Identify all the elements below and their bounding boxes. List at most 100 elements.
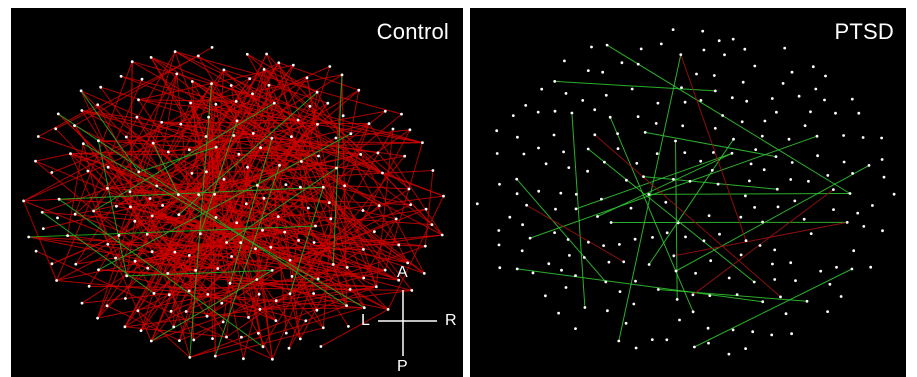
electrode-node bbox=[205, 170, 208, 174]
electrode-node bbox=[207, 115, 211, 119]
electrode-node bbox=[261, 228, 264, 232]
electrode-node bbox=[391, 127, 395, 131]
electrode-node bbox=[315, 308, 319, 312]
electrode-node bbox=[842, 134, 845, 137]
electrode-node bbox=[50, 171, 54, 174]
electrode-node bbox=[234, 100, 238, 103]
electrode-node bbox=[321, 326, 325, 330]
electrode-node bbox=[204, 135, 208, 138]
electrode-node bbox=[397, 278, 401, 282]
electrode-node bbox=[537, 189, 541, 193]
connection-edge bbox=[178, 62, 280, 215]
electrode-node bbox=[66, 234, 69, 238]
electrode-node bbox=[587, 240, 590, 244]
electrode-node bbox=[308, 104, 312, 108]
electrode-node bbox=[149, 56, 153, 59]
electrode-node bbox=[214, 102, 218, 106]
electrode-node bbox=[137, 170, 141, 174]
electrode-node bbox=[794, 279, 797, 282]
electrode-node bbox=[553, 80, 557, 83]
electrode-node bbox=[242, 357, 245, 361]
electrode-node bbox=[802, 217, 806, 221]
connection-edge bbox=[575, 152, 733, 210]
electrode-node bbox=[707, 214, 711, 218]
connection-edge bbox=[150, 57, 225, 180]
electrode-node bbox=[146, 266, 150, 270]
electrode-node bbox=[367, 122, 371, 125]
electrode-node bbox=[270, 269, 274, 272]
electrode-node bbox=[815, 134, 819, 138]
electrode-node bbox=[842, 160, 846, 164]
electrode-node bbox=[574, 327, 577, 330]
electrode-node bbox=[383, 109, 387, 113]
connection-edge bbox=[694, 268, 853, 348]
electrode-node bbox=[537, 146, 540, 150]
electrode-node bbox=[73, 212, 77, 216]
electrode-node bbox=[274, 319, 278, 322]
electrode-node bbox=[892, 192, 896, 196]
electrode-node bbox=[40, 210, 44, 214]
electrode-node bbox=[816, 154, 819, 158]
electrode-node bbox=[553, 109, 557, 113]
connection-edge bbox=[315, 123, 370, 227]
electrode-node bbox=[712, 74, 716, 77]
electrode-node bbox=[607, 260, 611, 264]
electrode-node bbox=[564, 92, 568, 95]
electrode-node bbox=[823, 98, 826, 102]
connection-edge bbox=[58, 113, 347, 307]
connection-edge bbox=[70, 153, 389, 310]
electrode-node bbox=[386, 308, 390, 311]
electrode-node bbox=[881, 229, 884, 233]
electrode-node bbox=[222, 68, 226, 72]
electrode-node bbox=[781, 82, 785, 85]
ptsd-panel-title: PTSD bbox=[834, 19, 894, 44]
electrode-node bbox=[237, 152, 241, 156]
electrode-node bbox=[593, 133, 597, 137]
connection-edge bbox=[387, 195, 444, 310]
electrode-node bbox=[706, 326, 710, 330]
connection-edge bbox=[74, 61, 133, 215]
electrode-node bbox=[106, 186, 109, 190]
electrode-node bbox=[348, 288, 352, 291]
electrode-node bbox=[828, 282, 832, 286]
connection-edge bbox=[189, 307, 365, 358]
electrode-node bbox=[80, 109, 84, 112]
connection-edge bbox=[424, 170, 434, 247]
connection-edge bbox=[161, 121, 337, 169]
electrode-node bbox=[117, 234, 121, 237]
electrode-node bbox=[34, 159, 37, 163]
connection-edge bbox=[174, 51, 402, 115]
connection-edge bbox=[230, 85, 273, 360]
electrode-node bbox=[145, 232, 149, 236]
connection-edge bbox=[517, 268, 763, 303]
electrode-node bbox=[232, 134, 236, 137]
electrode-node bbox=[319, 345, 323, 348]
electrode-node bbox=[553, 231, 556, 235]
electrode-node bbox=[130, 60, 134, 64]
electrode-node bbox=[681, 124, 685, 128]
electrode-node bbox=[761, 300, 765, 304]
electrode-node bbox=[150, 214, 154, 218]
connection-edge bbox=[97, 104, 176, 253]
electrode-node bbox=[552, 133, 556, 137]
electrode-node bbox=[403, 154, 407, 158]
electrode-node bbox=[190, 80, 194, 83]
connection-edge bbox=[185, 229, 263, 312]
electrode-node bbox=[511, 114, 515, 117]
electrode-node bbox=[406, 261, 410, 265]
connection-edge bbox=[87, 170, 223, 304]
electrode-node bbox=[306, 206, 310, 210]
connection-edge bbox=[151, 269, 273, 342]
electrode-node bbox=[586, 69, 590, 72]
electrode-node bbox=[288, 292, 292, 296]
connection-edge bbox=[97, 140, 128, 277]
electrode-node bbox=[316, 277, 320, 281]
electrode-node bbox=[374, 285, 378, 289]
electrode-node bbox=[540, 87, 544, 91]
connection-edge bbox=[82, 143, 109, 245]
electrode-node bbox=[221, 320, 225, 324]
electrode-node bbox=[732, 137, 735, 141]
electrode-node bbox=[748, 179, 751, 183]
connection-edge bbox=[75, 102, 329, 265]
electrode-node bbox=[616, 132, 619, 135]
